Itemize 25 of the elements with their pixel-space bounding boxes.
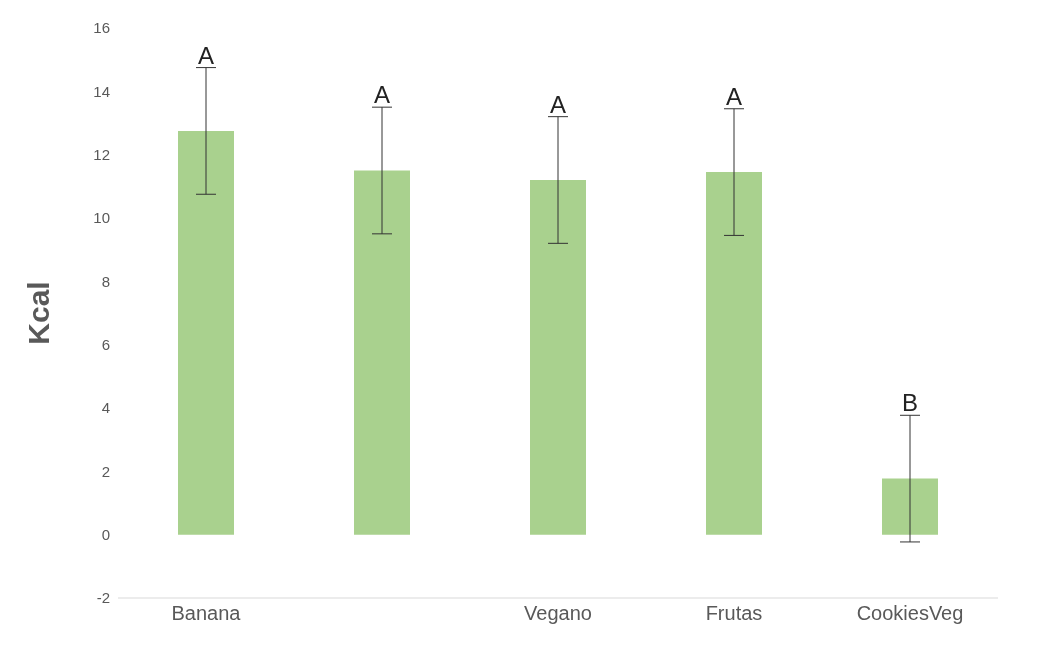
y-tick-label: 2 <box>101 462 110 480</box>
annotation: A <box>197 41 215 69</box>
bar <box>882 478 938 535</box>
x-tick-label: Frutas <box>705 602 763 625</box>
x-tick-label: Vegano <box>524 602 592 625</box>
y-axis-title: Kcal <box>21 281 55 345</box>
annotation: A <box>725 82 743 110</box>
bar <box>354 170 410 535</box>
y-tick-label: 10 <box>93 209 110 227</box>
annotation: A <box>373 81 391 109</box>
y-tick-label: -2 <box>96 589 110 607</box>
annotation: A <box>549 90 567 118</box>
bar <box>530 180 586 535</box>
y-tick-label: 0 <box>101 525 110 543</box>
y-tick-label: 12 <box>93 145 110 163</box>
bar <box>178 130 234 535</box>
y-tick-label: 8 <box>101 272 110 290</box>
y-tick-label: 4 <box>101 399 110 417</box>
y-tick-label: 16 <box>93 19 110 37</box>
y-tick-label: 6 <box>101 335 110 353</box>
annotation: B <box>901 389 919 417</box>
bar <box>706 172 762 535</box>
y-tick-label: 14 <box>93 82 110 100</box>
x-tick-label: Banana <box>171 602 242 625</box>
x-tick-label: CookiesVeg <box>856 602 964 625</box>
